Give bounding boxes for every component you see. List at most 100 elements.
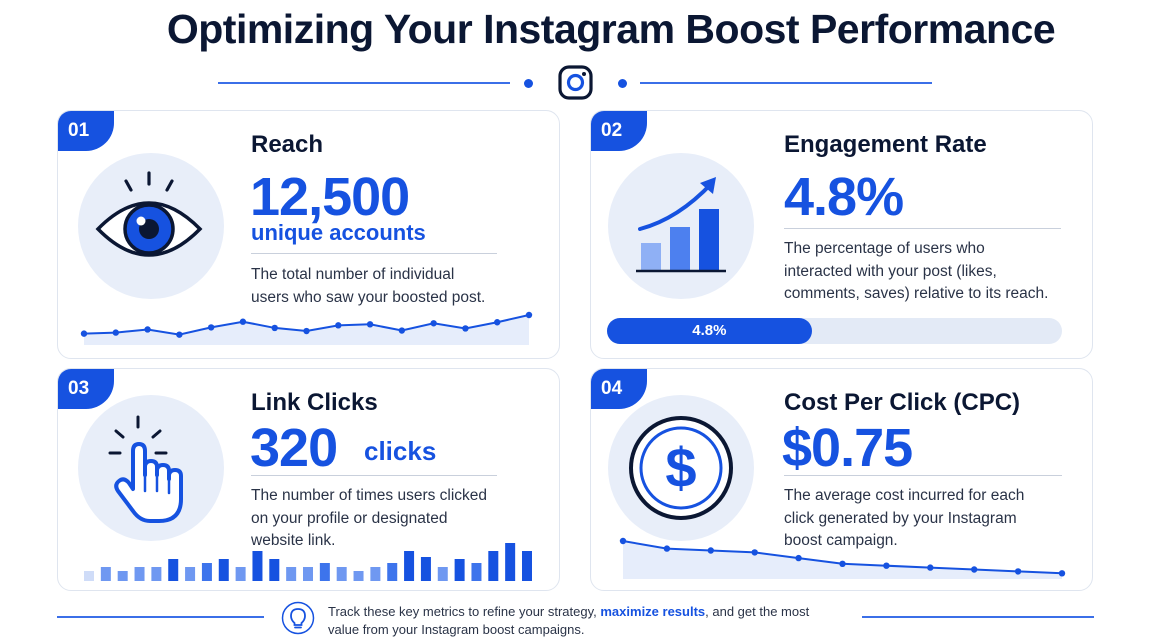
bar (420, 557, 431, 581)
card-value: 320 (250, 418, 338, 478)
sparkline-point (335, 322, 342, 329)
svg-text:$: $ (665, 436, 696, 499)
bar (134, 567, 145, 581)
instagram-icon (558, 65, 593, 100)
icon-circle: $ (608, 395, 754, 541)
card-number-badge: 02 (591, 111, 647, 151)
sparkline-point (176, 331, 183, 338)
bar (353, 571, 364, 581)
bar (218, 559, 229, 581)
footer-text: Track these key metrics to refine your s… (328, 604, 810, 637)
sparkline-point (430, 320, 437, 327)
sparkline-area (84, 315, 529, 345)
bar (235, 567, 246, 581)
footer-divider-left (57, 616, 264, 618)
bar (336, 567, 347, 581)
bar (252, 551, 263, 581)
card-value: 12,500 (250, 167, 410, 227)
bar (168, 559, 179, 581)
bar (151, 567, 162, 581)
bar (185, 567, 196, 581)
header-divider-left (218, 82, 510, 84)
card-number-badge: 01 (58, 111, 114, 151)
icon-circle (608, 153, 754, 299)
card-reach: 01 Reach 12,500 unique accounts The tota… (57, 110, 560, 359)
reach-trend-sparkline (80, 311, 533, 345)
card-divider (251, 253, 497, 254)
clicks-bar-sparkline (84, 543, 532, 581)
sparkline-point (207, 324, 215, 331)
card-divider (784, 228, 1061, 229)
bar (505, 543, 516, 581)
sparkline-area (623, 541, 1062, 579)
sparkline-point (619, 537, 627, 545)
sparkline-point (271, 324, 278, 332)
card-value: 4.8% (784, 167, 904, 227)
icon-circle (78, 395, 224, 541)
header-divider-right (640, 82, 932, 84)
header-dot-right (618, 79, 627, 88)
card-title: Cost Per Click (CPC) (784, 389, 1021, 416)
card-title: Link Clicks (251, 389, 378, 416)
header-dot-left (524, 79, 533, 88)
growth-chart-icon (636, 177, 726, 273)
sparkline-point (525, 311, 533, 319)
sparkline-point (663, 545, 671, 552)
sparkline-point (751, 549, 758, 556)
sparkline-point (883, 562, 890, 569)
footer-emphasis: maximize results (600, 604, 706, 619)
engagement-progress-bar: 4.8% (607, 318, 1062, 344)
bar (117, 571, 128, 581)
card-number-badge: 04 (591, 369, 647, 409)
card-value: $0.75 (782, 418, 913, 478)
bar (303, 567, 313, 581)
bar (387, 563, 398, 581)
card-description: The percentage of users who interacted w… (784, 240, 1049, 302)
sparkline-point (366, 321, 374, 328)
sparkline-point (839, 560, 846, 567)
sparkline-point (303, 327, 310, 335)
card-divider (784, 475, 1062, 476)
dollar-coin-icon: $ (629, 416, 733, 520)
sparkline-point (144, 326, 151, 333)
icon-circle (78, 153, 224, 299)
card-title: Reach (251, 131, 324, 158)
sparkline-point (707, 547, 714, 554)
footer-divider-right (862, 616, 1094, 618)
bar (522, 551, 532, 581)
card-title: Engagement Rate (784, 131, 987, 158)
progress-fill: 4.8% (607, 318, 812, 344)
page-title: Optimizing Your Instagram Boost Performa… (166, 6, 1056, 52)
card-link-clicks: 03 Link Clicks 320 clicks The number of … (57, 368, 560, 591)
bar (269, 559, 280, 581)
lightbulb-icon (281, 601, 315, 635)
bar (201, 563, 212, 581)
sparkline-point (462, 325, 469, 332)
sparkline-point (1058, 570, 1066, 577)
bar (488, 551, 499, 581)
bar (404, 551, 415, 581)
sparkline-point (494, 319, 501, 326)
sparkline-point (239, 318, 247, 325)
sparkline-point (795, 554, 802, 562)
card-unit: unique accounts (251, 220, 426, 245)
bar (319, 563, 330, 581)
bar (471, 563, 482, 581)
sparkline-point (971, 566, 978, 573)
card-description: The number of times users clicked on you… (251, 487, 488, 549)
bar (437, 567, 448, 581)
card-engagement-rate: 02 Engagement Rate 4.8% The percentage o… (590, 110, 1093, 359)
eye-icon (95, 171, 203, 257)
bar (370, 567, 381, 581)
sparkline-point (398, 327, 406, 334)
pointer-hand-icon (108, 415, 183, 523)
sparkline-point (1014, 568, 1022, 575)
progress-label: 4.8% (692, 322, 727, 339)
cpc-trend-sparkline (619, 537, 1066, 579)
sparkline-point (112, 329, 119, 336)
bar (100, 567, 111, 581)
card-divider (251, 475, 497, 476)
bar (454, 559, 465, 581)
sparkline-point (80, 330, 88, 337)
bar (286, 567, 297, 581)
